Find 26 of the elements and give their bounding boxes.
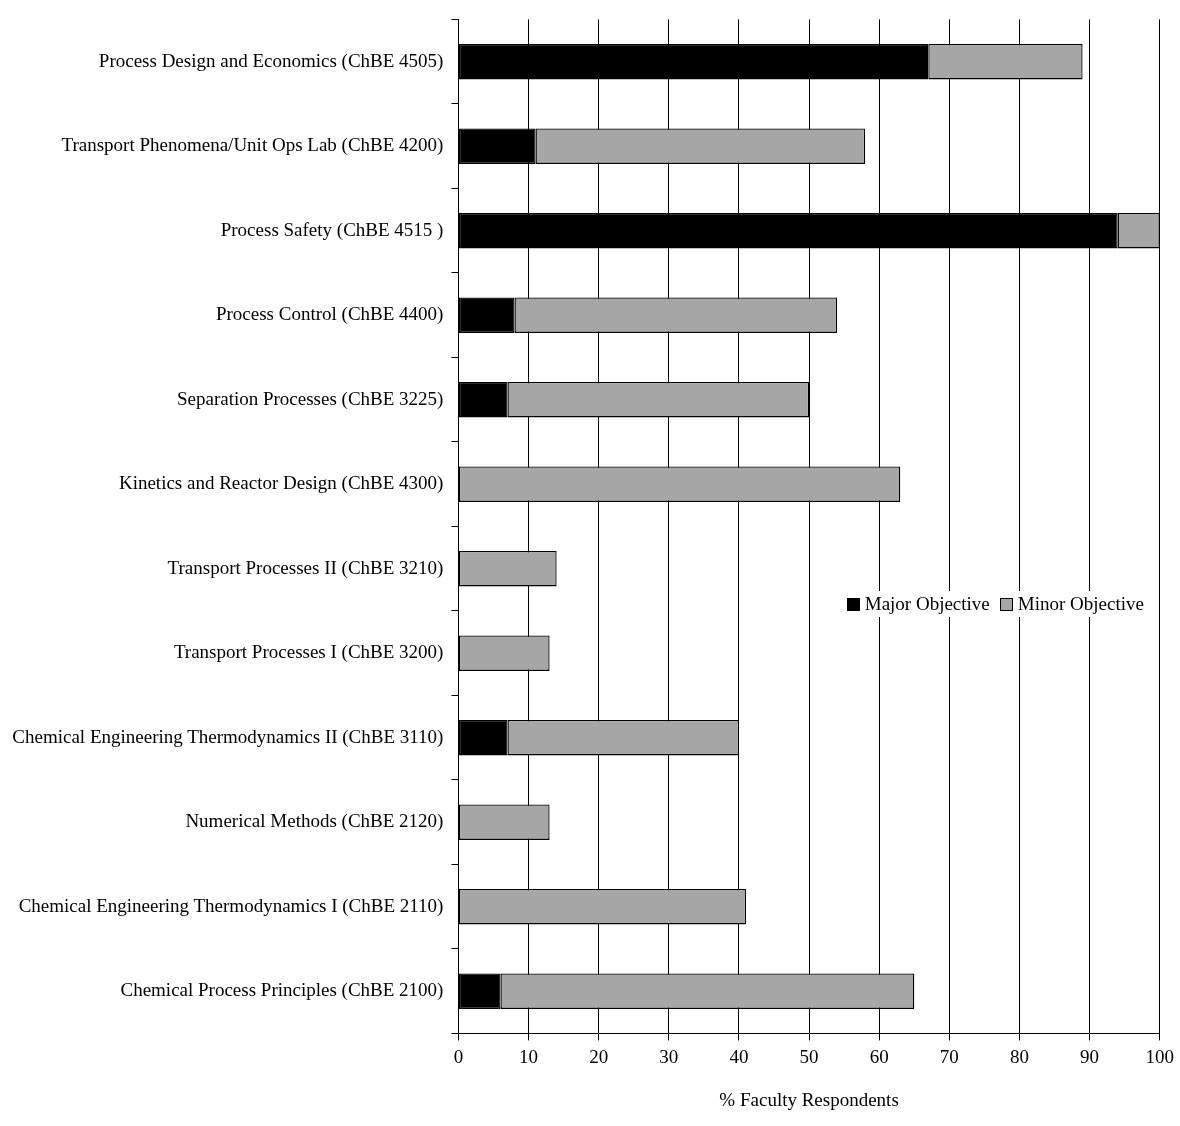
- x-tick-label: 40: [729, 1045, 749, 1067]
- x-tick-label: 0: [453, 1045, 464, 1067]
- y-tick-label: Process Control (ChBE 4400): [215, 303, 444, 326]
- x-axis-title: % Faculty Respondents: [719, 1088, 899, 1110]
- x-tick-label: 10: [519, 1045, 539, 1067]
- y-tick-label: Kinetics and Reactor Design (ChBE 4300): [118, 472, 444, 495]
- y-tick-label: Chemical Engineering Thermodynamics I (ChBE 2110): [18, 894, 444, 917]
- y-tick-label: Chemical Engineering Thermodynamics II (ChBE 3110): [12, 725, 444, 748]
- x-tick-label: 50: [799, 1045, 819, 1067]
- y-tick-label: Numerical Methods (ChBE 2120): [185, 810, 444, 833]
- y-tick-label: Transport Processes I (ChBE 3200): [173, 641, 444, 664]
- x-tick-label: 30: [659, 1045, 679, 1067]
- x-tick-label: 20: [589, 1045, 609, 1067]
- x-tick-label: 70: [939, 1045, 959, 1067]
- legend-label: Minor Objective: [1017, 593, 1144, 616]
- y-tick-label: Separation Processes (ChBE 3225): [176, 387, 444, 410]
- legend-label: Major Objective: [864, 593, 990, 616]
- x-tick-label: 100: [1145, 1045, 1174, 1067]
- y-tick-label: Chemical Process Principles (ChBE 2100): [120, 979, 444, 1002]
- x-tick-label: 80: [1009, 1045, 1029, 1067]
- y-tick-label: Process Design and Economics (ChBE 4505): [98, 49, 444, 72]
- x-tick-label: 90: [1080, 1045, 1100, 1067]
- x-tick-label: 60: [869, 1045, 889, 1067]
- y-tick-label: Transport Processes II (ChBE 3210): [167, 556, 444, 579]
- y-tick-label: Process Safety (ChBE 4515 ): [220, 218, 444, 241]
- y-tick-label: Transport Phenomena/Unit Ops Lab (ChBE 4200): [61, 134, 444, 157]
